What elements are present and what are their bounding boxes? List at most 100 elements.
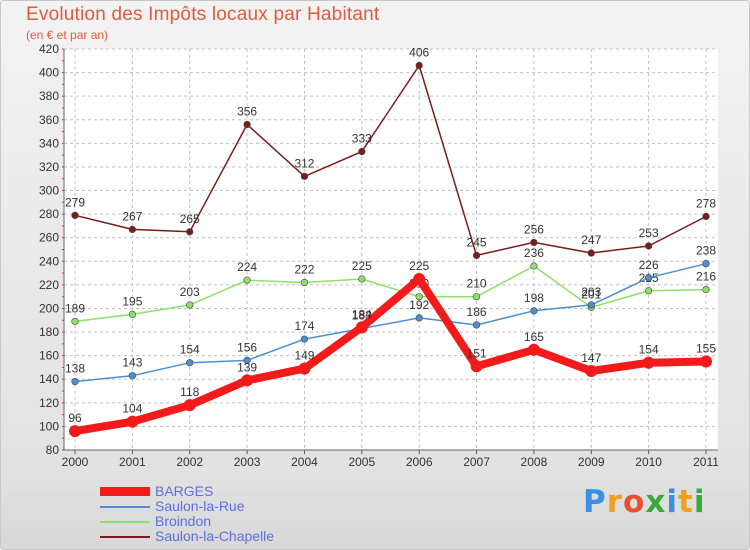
data-label-broindon: 195: [122, 294, 142, 308]
x-tick-label: 2006: [406, 455, 433, 469]
data-point-saulon-la-chapelle: [300, 172, 309, 180]
data-point-barges: [69, 425, 81, 438]
data-label-saulon-la-chapelle: 253: [639, 226, 659, 240]
data-label-barges: 165: [524, 330, 544, 344]
data-label-barges: 154: [639, 343, 659, 357]
x-tick-label: 2007: [463, 455, 490, 469]
x-tick-label: 2003: [234, 455, 261, 469]
data-label-saulon-la-chapelle: 245: [467, 235, 487, 249]
data-label-saulon-la-rue: 143: [122, 356, 142, 370]
data-label-broindon: 216: [696, 270, 716, 284]
y-tick-label: 280: [39, 207, 59, 221]
legend-swatch-broindon: [100, 521, 150, 523]
y-tick-label: 220: [39, 278, 59, 292]
y-tick-label: 340: [39, 136, 59, 150]
data-point-barges: [126, 415, 139, 428]
data-point-saulon-la-chapelle: [645, 242, 653, 250]
data-label-broindon: 203: [180, 285, 200, 299]
y-tick-label: 140: [39, 372, 59, 386]
data-point-saulon-la-rue: [128, 372, 136, 380]
data-label-broindon: 224: [237, 260, 257, 274]
data-point-barges: [585, 364, 598, 377]
data-label-barges: 155: [696, 342, 716, 356]
data-point-saulon-la-rue: [300, 335, 309, 343]
data-point-barges: [470, 360, 483, 373]
y-tick-label: 400: [39, 66, 59, 80]
data-label-broindon: 201: [581, 287, 601, 301]
y-tick-label: 420: [39, 42, 59, 56]
data-point-broindon: [530, 262, 538, 270]
x-tick-label: 2010: [635, 455, 662, 469]
data-point-barges: [183, 399, 196, 412]
data-label-saulon-la-chapelle: 267: [122, 209, 142, 223]
data-label-barges: 118: [180, 385, 199, 399]
data-point-saulon-la-rue: [186, 359, 194, 367]
data-point-saulon-la-chapelle: [587, 249, 595, 257]
data-point-saulon-la-rue: [415, 314, 423, 322]
data-label-broindon: 210: [467, 277, 487, 291]
data-point-saulon-la-chapelle: [472, 251, 481, 259]
data-point-broindon: [300, 278, 309, 287]
x-tick-label: 2004: [291, 455, 318, 469]
data-label-barges: 104: [122, 402, 142, 416]
data-label-saulon-la-rue: 226: [639, 258, 659, 272]
y-tick-label: 240: [39, 254, 59, 268]
data-point-saulon-la-rue: [587, 301, 595, 309]
y-tick-label: 100: [39, 419, 59, 433]
data-point-saulon-la-rue: [243, 356, 251, 364]
y-tick-label: 260: [39, 231, 59, 245]
x-tick-label: 2008: [521, 455, 548, 469]
y-tick-label: 380: [39, 89, 59, 103]
data-label-broindon: 189: [65, 301, 85, 315]
x-tick-label: 2011: [693, 455, 719, 469]
data-point-barges: [700, 355, 712, 368]
legend-label-broindon: Broindon: [155, 513, 212, 529]
x-tick-label: 2002: [176, 455, 203, 469]
data-label-barges: 147: [581, 351, 601, 365]
y-tick-label: 200: [39, 301, 59, 315]
data-label-saulon-la-rue: 203: [581, 285, 601, 299]
proxiti-logo: Proxiti: [583, 484, 706, 520]
data-point-saulon-la-chapelle: [186, 228, 194, 236]
data-label-saulon-la-rue: 198: [524, 291, 544, 305]
x-tick-label: 2001: [119, 455, 146, 469]
data-label-saulon-la-chapelle: 356: [237, 104, 257, 118]
data-point-broindon: [415, 293, 423, 301]
data-label-barges: 225: [409, 259, 429, 273]
data-label-saulon-la-rue: 156: [237, 340, 257, 354]
legend-swatch-barges: [100, 487, 150, 496]
data-point-saulon-la-rue: [702, 260, 710, 268]
x-tick-label: 2000: [62, 455, 89, 469]
series-line-barges: [71, 275, 710, 436]
data-label-saulon-la-chapelle: 247: [581, 233, 601, 247]
series-line-saulon-la-chapelle: [74, 64, 707, 257]
y-tick-label: 180: [39, 325, 59, 339]
data-label-saulon-la-chapelle: 265: [180, 212, 200, 226]
series-line-saulon-la-rue: [74, 262, 707, 383]
data-point-saulon-la-rue: [71, 377, 79, 386]
legend-label-barges: BARGES: [155, 483, 214, 499]
data-label-saulon-la-rue: 138: [65, 362, 85, 376]
legend-label-saulon-la-rue: Saulon-la-Rue: [155, 498, 245, 514]
chart-title: Evolution des Impôts locaux par Habitant: [26, 4, 380, 25]
data-point-barges: [527, 343, 540, 356]
data-point-barges: [355, 321, 368, 334]
data-label-saulon-la-rue: 174: [294, 319, 314, 333]
legend-swatch-saulon-la-chapelle: [100, 536, 150, 538]
data-point-saulon-la-chapelle: [415, 61, 423, 70]
data-label-barges: 149: [294, 349, 314, 363]
legend-label-saulon-la-chapelle: Saulon-la-Chapelle: [155, 528, 275, 544]
data-point-saulon-la-chapelle: [530, 238, 538, 247]
data-point-saulon-la-chapelle: [71, 211, 79, 219]
data-point-broindon: [71, 317, 79, 326]
data-point-saulon-la-chapelle: [358, 148, 366, 156]
x-tick-label: 2005: [348, 455, 375, 469]
data-point-broindon: [702, 286, 710, 294]
data-label-barges: 151: [467, 346, 487, 360]
y-tick-label: 300: [39, 184, 59, 198]
plot-area: [64, 49, 718, 450]
data-label-saulon-la-chapelle: 333: [352, 132, 372, 146]
data-point-saulon-la-chapelle: [128, 225, 136, 234]
y-tick-label: 320: [39, 160, 59, 174]
y-tick-label: 160: [39, 349, 59, 363]
